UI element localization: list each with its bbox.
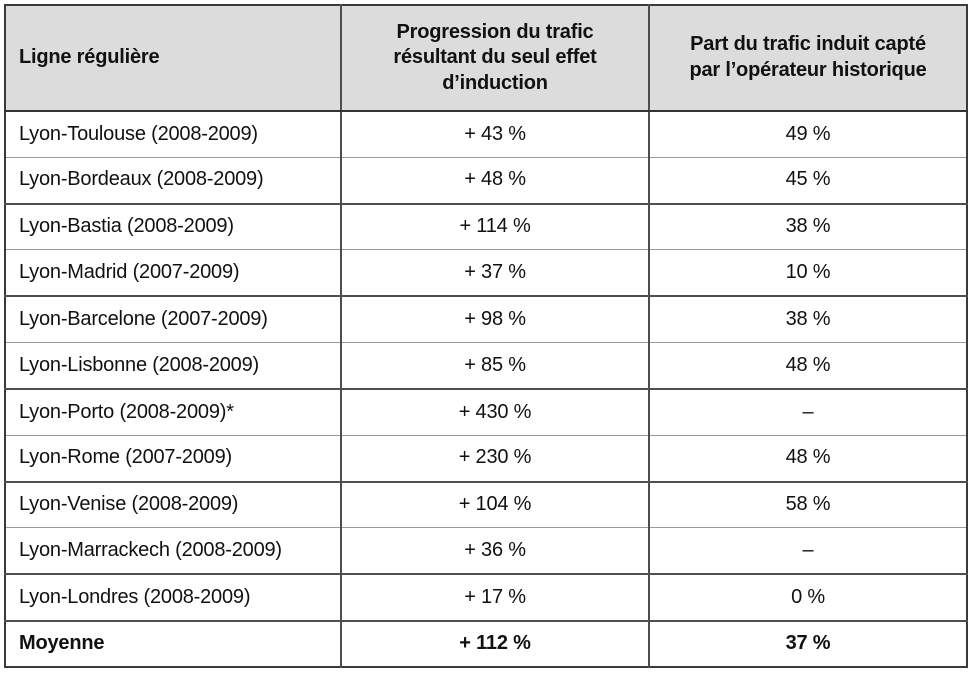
progression-cell: + 48 % — [340, 157, 649, 205]
progression-cell: + 43 % — [340, 111, 649, 158]
table-row: Lyon-Rome (2007-2009) + 230 % 48 % — [5, 435, 967, 483]
part-cell: 38 % — [648, 203, 967, 251]
line-name-cell: Lyon-Lisbonne (2008-2009) — [5, 342, 341, 390]
part-cell: 38 % — [648, 296, 967, 344]
line-name-cell: Lyon-Barcelone (2007-2009) — [5, 296, 341, 344]
line-name-cell: Lyon-Venise (2008-2009) — [5, 481, 341, 529]
progression-cell: + 85 % — [340, 342, 649, 390]
line-name-cell: Lyon-Londres (2008-2009) — [5, 574, 341, 622]
progression-cell: + 430 % — [340, 388, 649, 436]
part-cell: 58 % — [648, 481, 967, 529]
table-row: Lyon-Madrid (2007-2009) + 37 % 10 % — [5, 249, 967, 298]
line-name-cell: Lyon-Bastia (2008-2009) — [5, 203, 341, 251]
part-cell: 48 % — [648, 435, 967, 483]
progression-cell: + 114 % — [340, 203, 649, 251]
table-row: Lyon-Porto (2008-2009)* + 430 % – — [5, 388, 967, 436]
header-ligne-reguliere: Ligne régulière — [5, 5, 341, 112]
progression-cell: + 36 % — [340, 527, 649, 576]
summary-part-cell: 37 % — [648, 620, 967, 667]
progression-cell: + 37 % — [340, 249, 649, 298]
part-cell: 0 % — [648, 574, 967, 622]
summary-row: Moyenne + 112 % 37 % — [5, 620, 967, 667]
part-cell: 10 % — [648, 249, 967, 298]
progression-cell: + 230 % — [340, 435, 649, 483]
summary-label-cell: Moyenne — [5, 620, 341, 667]
line-name-cell: Lyon-Toulouse (2008-2009) — [5, 111, 341, 158]
table-row: Lyon-Lisbonne (2008-2009) + 85 % 48 % — [5, 342, 967, 390]
header-progression-trafic: Progression du trafic résultant du seul … — [340, 5, 649, 112]
table-row: Lyon-Venise (2008-2009) + 104 % 58 % — [5, 481, 967, 529]
progression-cell: + 104 % — [340, 481, 649, 529]
table-row: Lyon-Londres (2008-2009) + 17 % 0 % — [5, 574, 967, 622]
progression-cell: + 17 % — [340, 574, 649, 622]
table-row: Lyon-Barcelone (2007-2009) + 98 % 38 % — [5, 296, 967, 344]
table-row: Lyon-Bastia (2008-2009) + 114 % 38 % — [5, 203, 967, 251]
line-name-cell: Lyon-Porto (2008-2009)* — [5, 388, 341, 436]
part-cell: – — [648, 527, 967, 576]
traffic-induction-table: Ligne régulière Progression du trafic ré… — [4, 4, 968, 668]
header-row: Ligne régulière Progression du trafic ré… — [5, 5, 967, 112]
table-row: Lyon-Marrackech (2008-2009) + 36 % – — [5, 527, 967, 576]
progression-cell: + 98 % — [340, 296, 649, 344]
part-cell: 48 % — [648, 342, 967, 390]
table-row: Lyon-Toulouse (2008-2009) + 43 % 49 % — [5, 111, 967, 158]
line-name-cell: Lyon-Marrackech (2008-2009) — [5, 527, 341, 576]
table-row: Lyon-Bordeaux (2008-2009) + 48 % 45 % — [5, 157, 967, 205]
line-name-cell: Lyon-Bordeaux (2008-2009) — [5, 157, 341, 205]
line-name-cell: Lyon-Rome (2007-2009) — [5, 435, 341, 483]
part-cell: 49 % — [648, 111, 967, 158]
header-part-trafic-induit: Part du trafic induit capté par l’opérat… — [648, 5, 967, 112]
part-cell: – — [648, 388, 967, 436]
line-name-cell: Lyon-Madrid (2007-2009) — [5, 249, 341, 298]
part-cell: 45 % — [648, 157, 967, 205]
summary-progression-cell: + 112 % — [340, 620, 649, 667]
